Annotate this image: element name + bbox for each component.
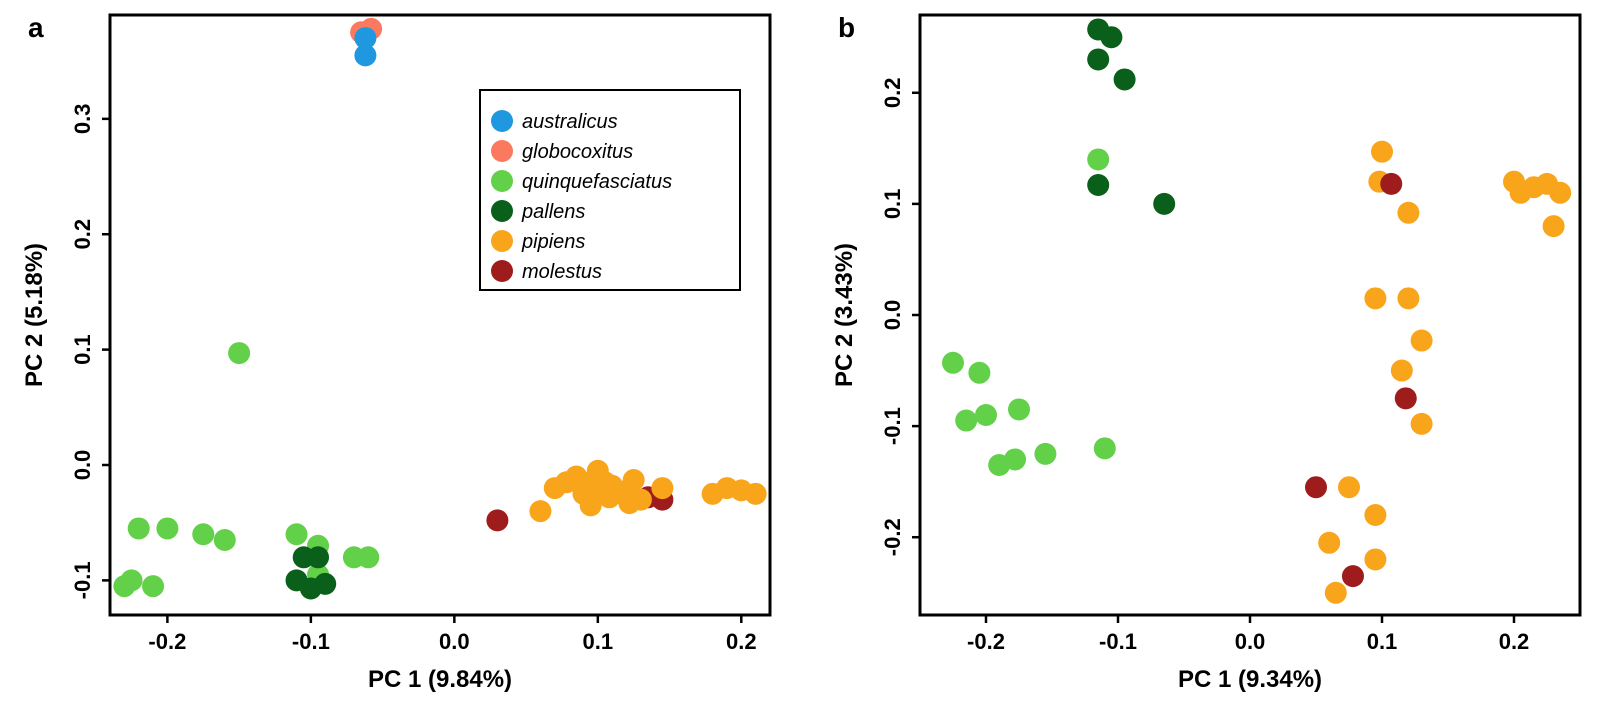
- data-point: [354, 44, 376, 66]
- x-tick-label: 0.0: [439, 629, 470, 654]
- data-point: [1549, 182, 1571, 204]
- data-point: [651, 477, 673, 499]
- data-point: [1305, 476, 1327, 498]
- x-tick-label: 0.1: [583, 629, 614, 654]
- legend-label: pallens: [521, 201, 585, 223]
- data-point: [942, 352, 964, 374]
- data-point: [1364, 548, 1386, 570]
- data-point: [1391, 360, 1413, 382]
- data-point: [1397, 287, 1419, 309]
- legend-marker: [491, 200, 513, 222]
- x-tick-label: 0.1: [1367, 629, 1398, 654]
- y-tick-label: 0.2: [880, 77, 905, 108]
- y-axis-label: PC 2 (5.18%): [21, 243, 48, 387]
- data-point: [1087, 174, 1109, 196]
- data-point: [1397, 202, 1419, 224]
- legend-label: globocoxitus: [522, 141, 633, 163]
- data-point: [128, 517, 150, 539]
- legend-label: quinquefasciatus: [522, 171, 672, 193]
- x-tick-label: -0.1: [1099, 629, 1137, 654]
- y-axis-label: PC 2 (3.43%): [831, 243, 858, 387]
- y-tick-label: -0.1: [880, 407, 905, 445]
- x-tick-label: -0.1: [292, 629, 330, 654]
- data-point: [113, 575, 135, 597]
- x-tick-label: 0.2: [726, 629, 757, 654]
- data-point: [1543, 215, 1565, 237]
- data-point: [192, 523, 214, 545]
- y-tick-label: 0.0: [70, 450, 95, 481]
- data-point: [1371, 141, 1393, 163]
- data-point: [623, 469, 645, 491]
- y-tick-label: -0.2: [880, 518, 905, 556]
- data-point: [1100, 26, 1122, 48]
- y-tick-label: 0.2: [70, 219, 95, 250]
- y-tick-label: 0.0: [880, 300, 905, 331]
- data-point: [314, 573, 336, 595]
- y-tick-label: 0.1: [880, 189, 905, 220]
- legend-label: australicus: [522, 111, 618, 133]
- x-axis-label: PC 1 (9.34%): [1178, 666, 1322, 693]
- plot-border: [920, 15, 1580, 615]
- data-point: [529, 500, 551, 522]
- x-axis-label: PC 1 (9.84%): [368, 666, 512, 693]
- data-point: [1004, 448, 1026, 470]
- data-point: [486, 509, 508, 531]
- y-tick-label: -0.1: [70, 561, 95, 599]
- data-point: [1411, 330, 1433, 352]
- data-point: [1114, 68, 1136, 90]
- data-point: [1087, 148, 1109, 170]
- data-point: [1338, 476, 1360, 498]
- data-point: [1008, 398, 1030, 420]
- data-point: [1325, 582, 1347, 604]
- data-point: [142, 575, 164, 597]
- x-tick-label: 0.2: [1499, 629, 1530, 654]
- data-point: [228, 342, 250, 364]
- data-point: [286, 523, 308, 545]
- y-tick-label: 0.1: [70, 334, 95, 365]
- data-point: [1364, 504, 1386, 526]
- legend-label: pipiens: [521, 231, 585, 253]
- x-tick-label: 0.0: [1235, 629, 1266, 654]
- panel-label: b: [838, 12, 855, 43]
- data-point: [1395, 387, 1417, 409]
- data-point: [357, 546, 379, 568]
- data-point: [156, 517, 178, 539]
- data-point: [1034, 443, 1056, 465]
- data-point: [1380, 173, 1402, 195]
- data-point: [745, 483, 767, 505]
- data-point: [1094, 437, 1116, 459]
- legend-marker: [491, 260, 513, 282]
- legend-marker: [491, 110, 513, 132]
- legend-marker: [491, 140, 513, 162]
- data-point: [1364, 287, 1386, 309]
- data-point: [955, 410, 977, 432]
- pca-figure: -0.2 -0.1 0.0 0.1 0.2 -0.1 0.0 0.1 0.2 0.3 PC 1 (9…: [0, 0, 1598, 703]
- data-point: [1153, 193, 1175, 215]
- data-point: [975, 404, 997, 426]
- data-point: [630, 489, 652, 511]
- data-point: [1087, 48, 1109, 70]
- legend-marker: [491, 230, 513, 252]
- data-point: [214, 529, 236, 551]
- data-point: [1318, 532, 1340, 554]
- y-tick-label: 0.3: [70, 104, 95, 135]
- chart-canvas: -0.2 -0.1 0.0 0.1 0.2 -0.1 0.0 0.1 0.2 0.3 PC 1 (9…: [0, 0, 1598, 703]
- legend-label: molestus: [522, 261, 602, 283]
- data-point: [1411, 413, 1433, 435]
- panel-label: a: [28, 12, 44, 43]
- data-point: [1342, 565, 1364, 587]
- data-point: [968, 362, 990, 384]
- x-tick-label: -0.2: [148, 629, 186, 654]
- data-point: [307, 546, 329, 568]
- x-tick-label: -0.2: [967, 629, 1005, 654]
- legend-marker: [491, 170, 513, 192]
